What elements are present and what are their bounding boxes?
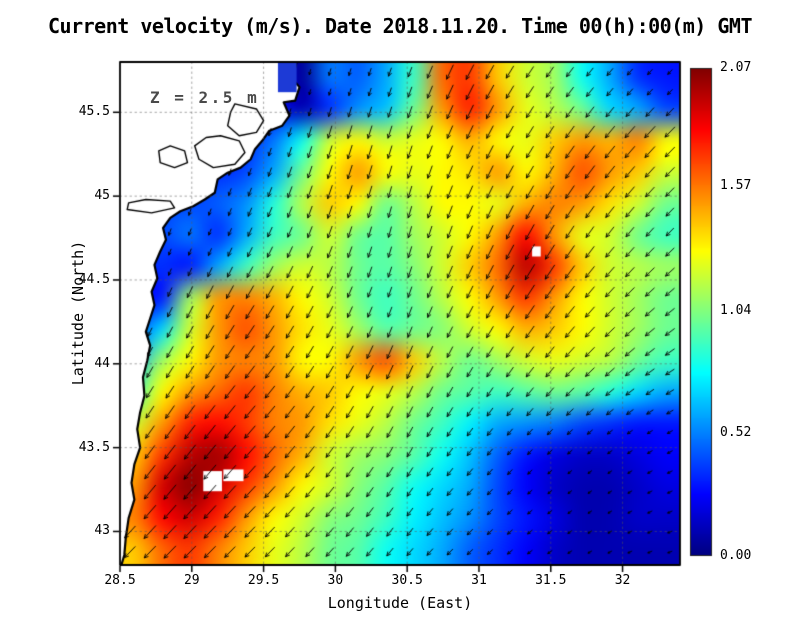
x-tick-label: 28.5 [104,573,136,588]
x-tick-label: 31 [471,573,487,588]
y-tick-label: 44.5 [78,271,110,287]
y-tick-label: 44 [94,355,110,371]
x-tick-label: 30 [327,573,344,588]
colorbar-tick-label: 1.57 [720,177,752,193]
colorbar-tick-label: 2.07 [720,60,752,75]
colorbar-tick-label: 0.52 [720,425,752,441]
x-tick-label: 29.5 [247,573,280,588]
figure-title: Current velocity (m/s). Date 2018.11.20.… [47,14,753,38]
x-tick-label: 31.5 [535,573,567,588]
y-tick-label: 45.5 [78,104,110,120]
depth-annotation: Z = 2.5 m [150,88,260,107]
x-axis-label: Longitude (East) [327,594,473,612]
x-tick-label: 29 [183,573,200,588]
colorbar-tick-label: 1.04 [720,302,752,318]
y-tick-label: 43.5 [78,439,110,455]
x-tick-label: 30.5 [391,573,423,588]
y-tick-label: 43 [94,523,110,539]
y-tick-label: 45 [94,188,110,204]
colorbar-tick-label: 0.00 [720,548,752,563]
x-tick-label: 32 [614,573,631,588]
